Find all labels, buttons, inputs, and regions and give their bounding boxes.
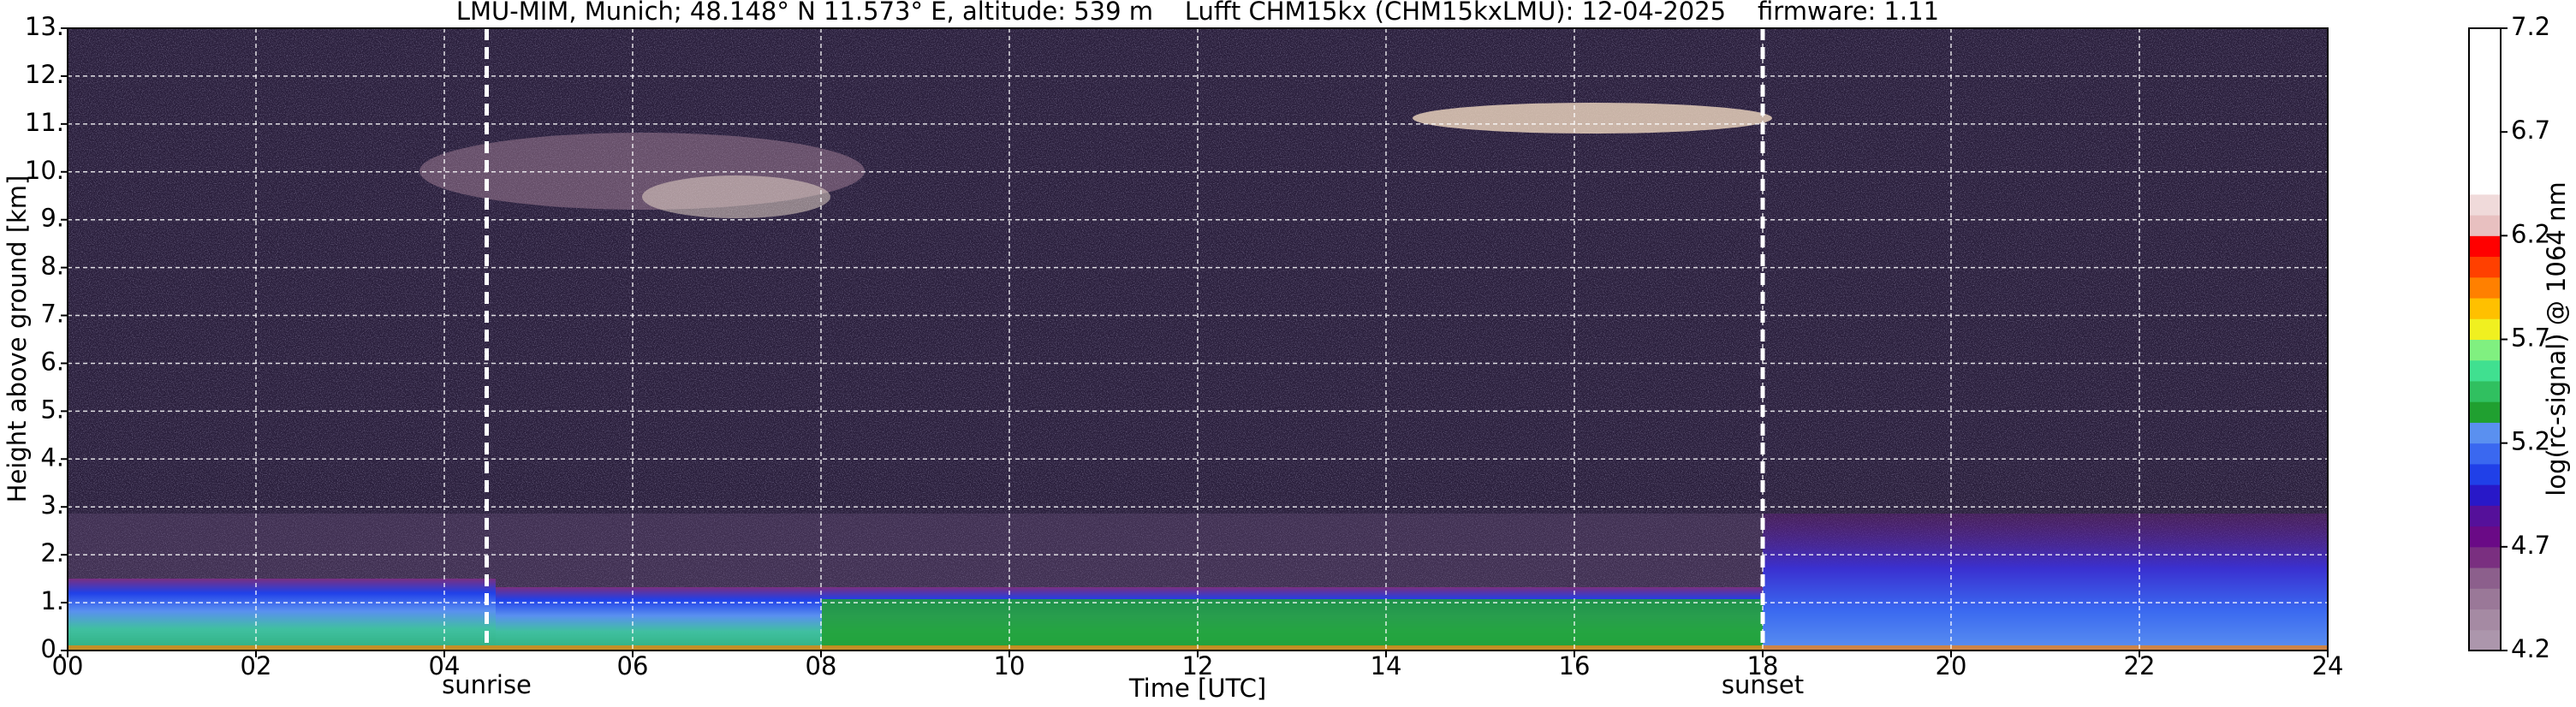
colorbar-segment [2469,505,2501,527]
colorbar-segment [2469,90,2501,112]
y-tick-label: 13. [25,12,64,41]
x-tick-label: 20 [1936,651,1967,680]
colorbar-segment [2469,28,2501,50]
colorbar-tick-label: 5.2 [2511,427,2550,456]
y-tick-label: 9. [40,204,64,233]
y-tick-label: 0. [40,634,64,663]
colorbar-segment [2469,256,2501,278]
colorbar-segment [2469,49,2501,70]
colorbar-segment [2469,463,2501,485]
colorbar-tick-label: 5.7 [2511,324,2550,353]
colorbar-segment [2469,546,2501,568]
event-label: sunset [1722,670,1804,699]
y-tick-label: 2. [40,538,64,567]
colorbar-segment [2469,318,2501,340]
colorbar-segment [2469,132,2501,153]
x-tick-label: 24 [2312,651,2344,680]
y-tick-label: 7. [40,300,64,329]
colorbar-segment [2469,276,2501,299]
x-tick-label: 02 [241,651,272,680]
y-tick-label: 4. [40,443,64,472]
chart-title: LMU-MIM, Munich; 48.148° N 11.573° E, al… [456,0,1939,26]
colorbar-tick-label: 6.7 [2511,116,2550,145]
colorbar-segment [2469,567,2501,589]
colorbar-segment [2469,235,2501,258]
colorbar-segment [2469,629,2501,651]
colorbar-tick-label: 7.2 [2511,12,2550,41]
colorbar-segment [2469,380,2501,402]
colorbar-tick-label: 4.2 [2511,634,2550,663]
x-axis-label: Time [UTC] [1128,674,1266,703]
x-tick-label: 12 [1182,651,1214,680]
x-tick-label: 18 [1747,651,1779,680]
y-tick-label: 12. [25,60,64,89]
y-tick-label: 8. [40,252,64,281]
y-tick-label: 10. [25,156,64,185]
colorbar-segment [2469,215,2501,236]
y-tick-label: 5. [40,395,64,424]
y-tick-label: 3. [40,490,64,520]
colorbar-segment [2469,484,2501,506]
x-tick-label: 16 [1559,651,1591,680]
x-tick-label: 22 [2124,651,2156,680]
colorbar-tick-label: 4.7 [2511,531,2550,560]
plot-frame [67,27,2329,651]
colorbar-segment [2469,173,2501,195]
colorbar-segment [2469,359,2501,382]
colorbar-segment [2469,298,2501,319]
colorbar-segment [2469,110,2501,133]
colorbar-segment [2469,401,2501,423]
y-axis-label: Height above ground [km] [3,175,32,503]
colorbar-segment [2469,422,2501,444]
x-tick-label: 06 [617,651,649,680]
colorbar-tick-label: 6.2 [2511,219,2550,248]
colorbar-segment [2469,443,2501,465]
colorbar-segment [2469,339,2501,361]
y-tick-label: 6. [40,347,64,376]
x-tick-label: 00 [52,651,84,680]
x-tick-label: 08 [806,651,837,680]
colorbar-segment [2469,588,2501,610]
colorbar-segment [2469,69,2501,92]
x-tick-label: 14 [1371,651,1402,680]
y-tick-label: 1. [40,586,64,615]
colorbar-segment [2469,609,2501,631]
colorbar-segment [2469,152,2501,175]
colorbar-segment [2469,193,2501,216]
x-tick-label: 04 [429,651,461,680]
colorbar-segment [2469,526,2501,548]
x-tick-label: 10 [994,651,1026,680]
y-tick-label: 11. [25,108,64,137]
event-label: sunrise [442,670,532,699]
colorbar-label: log(rc-signal) @ 1064 nm [2542,181,2571,496]
